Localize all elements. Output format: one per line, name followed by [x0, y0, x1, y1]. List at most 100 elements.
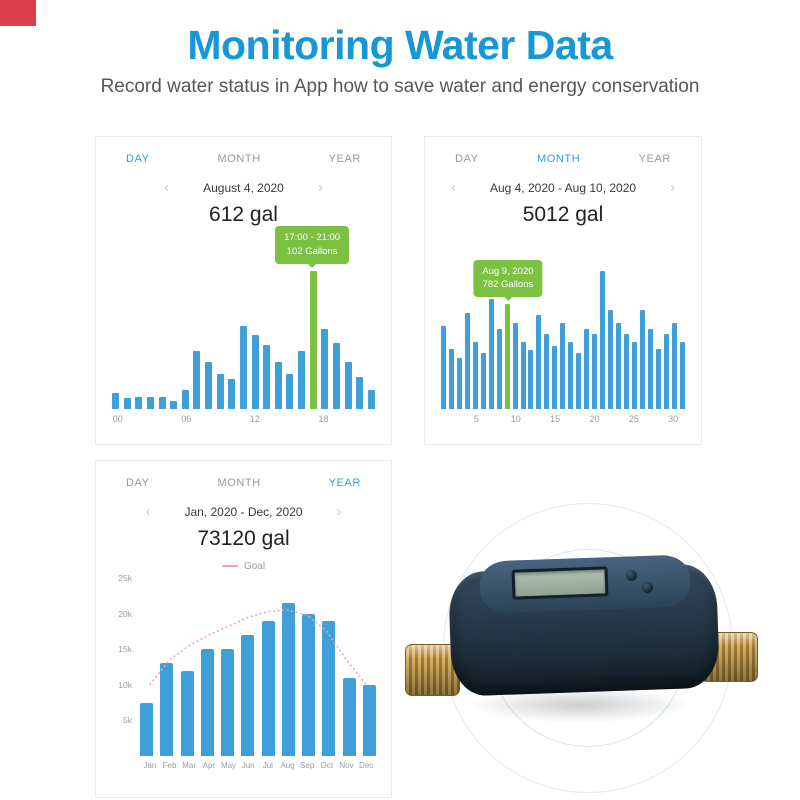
bar[interactable] — [488, 299, 494, 409]
bar[interactable] — [228, 379, 236, 409]
bar[interactable] — [441, 325, 446, 409]
bar[interactable] — [663, 333, 669, 409]
bar[interactable] — [135, 396, 143, 409]
bar[interactable] — [251, 334, 259, 409]
bar[interactable] — [332, 342, 340, 409]
bar[interactable] — [576, 352, 582, 409]
bar[interactable] — [263, 345, 271, 409]
next-arrow-icon[interactable]: › — [317, 179, 323, 196]
bar[interactable] — [639, 309, 645, 409]
bar[interactable] — [655, 348, 661, 409]
tab-month[interactable]: MONTH — [217, 477, 261, 489]
highlighted-bar[interactable] — [504, 304, 510, 409]
bar[interactable] — [464, 312, 470, 409]
bar[interactable] — [261, 620, 275, 756]
bar[interactable] — [241, 634, 255, 756]
x-axis: 00 06 12 18 — [112, 409, 375, 425]
bar[interactable] — [302, 613, 316, 756]
chart-legend: Goal — [96, 561, 391, 572]
bar[interactable] — [528, 350, 534, 409]
bar[interactable] — [480, 352, 486, 409]
bar[interactable] — [158, 396, 166, 409]
bar[interactable] — [140, 702, 153, 756]
bar[interactable] — [584, 328, 590, 409]
bar[interactable] — [200, 649, 214, 756]
month-usage-card: DAY MONTH YEAR ‹ Aug 4, 2020 - Aug 10, 2… — [424, 136, 702, 445]
bar[interactable] — [448, 348, 454, 409]
bar[interactable] — [456, 358, 462, 409]
device-button — [642, 582, 653, 593]
next-arrow-icon[interactable]: › — [670, 179, 676, 196]
bar[interactable] — [160, 663, 174, 756]
tab-bar: DAY MONTH YEAR — [96, 461, 391, 489]
x-axis-label: 15 — [550, 414, 561, 424]
bar[interactable] — [631, 342, 637, 409]
bar[interactable] — [472, 342, 478, 409]
prev-arrow-icon[interactable]: ‹ — [145, 503, 151, 520]
bar[interactable] — [321, 329, 329, 409]
next-arrow-icon[interactable]: › — [336, 503, 342, 520]
bar[interactable] — [671, 323, 677, 409]
bar[interactable] — [367, 390, 375, 409]
bar[interactable] — [286, 373, 294, 409]
bar[interactable] — [552, 346, 558, 409]
bar[interactable] — [342, 677, 356, 756]
x-axis-label: 18 — [318, 414, 329, 424]
tab-year[interactable]: YEAR — [328, 153, 361, 165]
prev-arrow-icon[interactable]: ‹ — [450, 179, 456, 196]
bar[interactable] — [281, 602, 295, 756]
bar[interactable] — [180, 670, 194, 756]
tab-day[interactable]: DAY — [126, 477, 150, 489]
bar[interactable] — [274, 361, 282, 409]
bar[interactable] — [344, 361, 352, 409]
x-axis-label: May — [220, 761, 237, 770]
prev-arrow-icon[interactable]: ‹ — [164, 179, 170, 196]
hourly-bar-chart: 17:00 - 21:00 102 Gallons 00 06 12 18 — [112, 226, 375, 425]
x-axis-label: Dec — [359, 761, 374, 770]
bar[interactable] — [322, 620, 336, 756]
bar[interactable] — [623, 333, 629, 409]
bar[interactable] — [592, 333, 598, 409]
bar[interactable] — [356, 376, 364, 409]
bar[interactable] — [216, 373, 224, 409]
bar[interactable] — [560, 323, 566, 409]
bar[interactable] — [496, 328, 502, 409]
x-axis-label: Jul — [262, 761, 273, 770]
bar[interactable] — [362, 684, 376, 756]
tab-day[interactable]: DAY — [126, 153, 150, 165]
x-axis-label: Sep — [300, 761, 315, 770]
y-axis-label: 10k — [118, 679, 132, 690]
bar[interactable] — [170, 400, 178, 409]
bar[interactable] — [221, 649, 235, 756]
bar[interactable] — [112, 392, 119, 409]
tab-year[interactable]: YEAR — [328, 477, 361, 489]
bar[interactable] — [205, 361, 212, 409]
bar[interactable] — [647, 328, 653, 409]
device-lcd-display — [511, 566, 609, 600]
bar[interactable] — [123, 398, 131, 409]
bar[interactable] — [146, 396, 154, 409]
bar[interactable] — [615, 323, 621, 409]
y-axis-label: 5k — [123, 715, 132, 726]
bar[interactable] — [600, 271, 606, 409]
x-axis-label: 30 — [668, 414, 679, 424]
tab-year[interactable]: YEAR — [638, 153, 671, 165]
x-axis-label: Jan — [143, 761, 157, 770]
bar[interactable] — [568, 342, 574, 409]
highlighted-bar[interactable] — [309, 271, 317, 409]
bar[interactable] — [679, 342, 685, 409]
bar[interactable] — [520, 342, 526, 409]
bar[interactable] — [608, 309, 614, 409]
tab-day[interactable]: DAY — [455, 153, 479, 165]
bar[interactable] — [512, 323, 518, 409]
date-label: Jan, 2020 - Dec, 2020 — [184, 504, 303, 519]
bar[interactable] — [544, 333, 550, 409]
bar[interactable] — [193, 350, 201, 409]
bar[interactable] — [239, 326, 247, 409]
tab-month[interactable]: MONTH — [536, 153, 581, 165]
bar[interactable] — [298, 350, 305, 409]
bar[interactable] — [181, 390, 189, 409]
tab-month[interactable]: MONTH — [217, 153, 261, 165]
bar[interactable] — [536, 315, 542, 409]
